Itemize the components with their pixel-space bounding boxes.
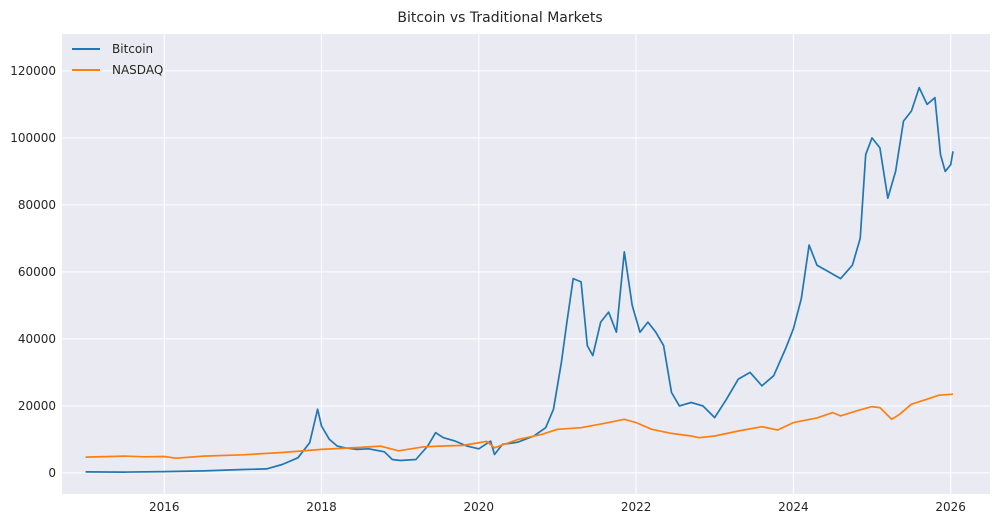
y-tick-label: 80000: [18, 198, 56, 212]
plot-background: [62, 34, 990, 494]
y-tick-label: 20000: [18, 399, 56, 413]
y-tick-label: 100000: [10, 131, 56, 145]
legend-label: NASDAQ: [112, 63, 163, 77]
x-tick-label: 2026: [935, 500, 966, 514]
x-tick-label: 2018: [306, 500, 337, 514]
y-tick-label: 60000: [18, 265, 56, 279]
y-tick-label: 120000: [10, 64, 56, 78]
series-group: [85, 86, 954, 473]
x-tick-label: 2024: [778, 500, 809, 514]
grid: [62, 34, 990, 494]
chart-title: Bitcoin vs Traditional Markets: [397, 10, 602, 26]
x-tick-label: 2020: [464, 500, 495, 514]
y-tick-label: 0: [48, 466, 56, 480]
ticks-group: 2016 2018 2020 2022 2024 2026 0 20000 40000 60000…: [10, 64, 966, 514]
series-line-nasdaq: [85, 393, 954, 460]
legend-label: Bitcoin: [112, 42, 153, 56]
x-tick-label: 2022: [621, 500, 652, 514]
x-tick-label: 2016: [149, 500, 180, 514]
y-tick-label: 40000: [18, 332, 56, 346]
legend: Bitcoin NASDAQ: [72, 42, 163, 77]
